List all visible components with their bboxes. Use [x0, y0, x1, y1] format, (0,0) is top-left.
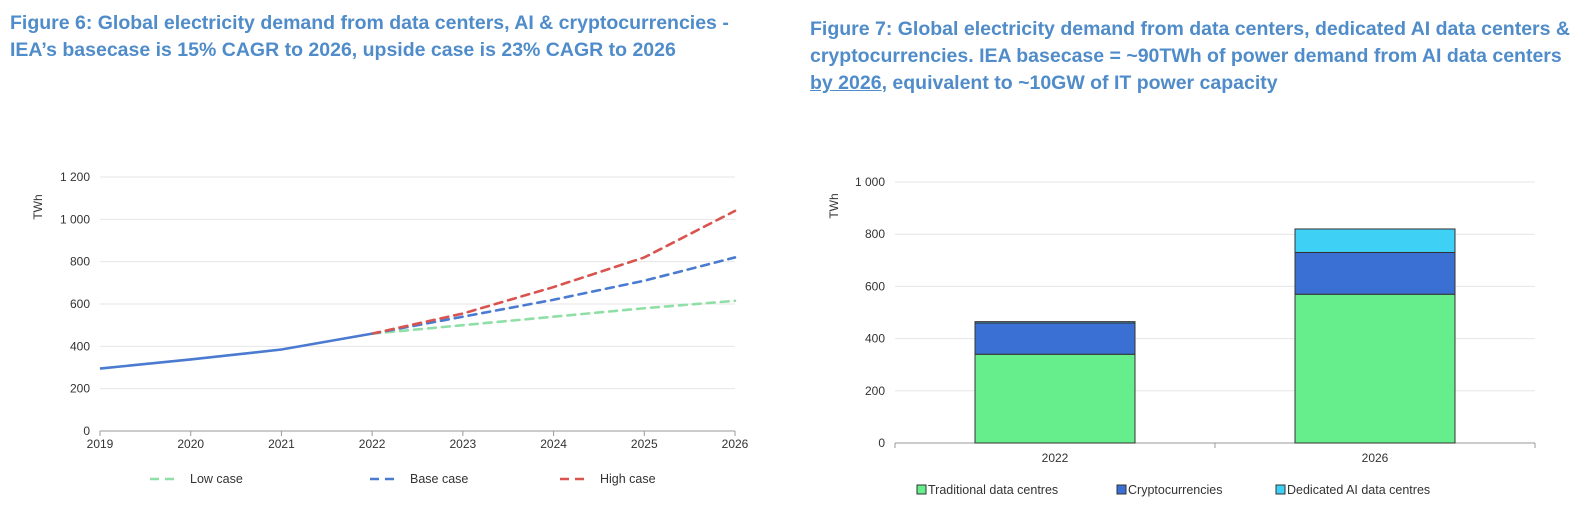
figure-6-title: Figure 6: Global electricity demand from… [10, 12, 729, 61]
series-line-low-case [370, 299, 737, 335]
x-tick-label: 2024 [540, 437, 567, 451]
y-tick-label: 1 000 [60, 212, 90, 226]
y-tick-label: 1 200 [60, 170, 90, 184]
series-line-high-case [370, 209, 737, 335]
bar-segment-cryptocurrencies [974, 322, 1136, 355]
figure-6-line-chart: 0 200 400 600 800 1 000 1 200 2019 2020 2021 2022 2… [31, 170, 749, 486]
y-tick-label: 600 [70, 297, 90, 311]
historical-line [99, 332, 373, 370]
y-tick-label: 800 [70, 255, 90, 269]
legend-swatch [916, 484, 927, 495]
y-tick-label: 200 [865, 384, 885, 398]
x-tick-label: 2019 [87, 437, 114, 451]
y-axis-label: TWh [827, 193, 841, 218]
figure-7-title-part-1: Figure 7: Global electricity demand from… [810, 18, 1570, 67]
figure-7-title-part-3: , equivalent to ~10GW of IT power capaci… [881, 72, 1278, 94]
legend-label: Cryptocurrencies [1128, 483, 1222, 497]
y-tick-label: 800 [865, 227, 885, 241]
x-tick-label: 2025 [631, 437, 658, 451]
y-tick-label: 0 [878, 436, 885, 450]
bar-segment-dedicated-ai-data-centres [974, 321, 1136, 324]
legend-swatch [1116, 484, 1127, 495]
x-tick-label: 2026 [1362, 451, 1389, 465]
series-line-base-case [370, 256, 737, 335]
x-tick-label: 2022 [1042, 451, 1069, 465]
x-tick-label: 2022 [359, 437, 386, 451]
x-tick-label: 2023 [450, 437, 477, 451]
legend-label: Traditional data centres [928, 483, 1058, 497]
bar-segment-traditional-data-centres [1294, 293, 1456, 444]
y-tick-label: 400 [70, 339, 90, 353]
legend-label: High case [600, 472, 656, 486]
x-tick-label: 2020 [177, 437, 204, 451]
x-tick-label: 2021 [268, 437, 295, 451]
bar-segment-cryptocurrencies [1294, 251, 1456, 295]
bar-segment-dedicated-ai-data-centres [1294, 228, 1456, 253]
x-tick-label: 2026 [722, 437, 749, 451]
y-tick-label: 600 [865, 279, 885, 293]
legend-label: Base case [410, 472, 468, 486]
y-tick-label: 400 [865, 332, 885, 346]
y-tick-label: 1 000 [855, 175, 885, 189]
figure-7-title: Figure 7: Global electricity demand from… [810, 16, 1570, 97]
y-tick-label: 200 [70, 382, 90, 396]
y-tick-label: 0 [83, 424, 90, 438]
legend-label: Low case [190, 472, 243, 486]
legend-swatch [1275, 484, 1286, 495]
legend-label: Dedicated AI data centres [1287, 483, 1430, 497]
figure-7-title-underlined: by 2026 [810, 72, 882, 94]
y-axis-label: TWh [31, 194, 45, 219]
bar-segment-traditional-data-centres [974, 353, 1136, 444]
